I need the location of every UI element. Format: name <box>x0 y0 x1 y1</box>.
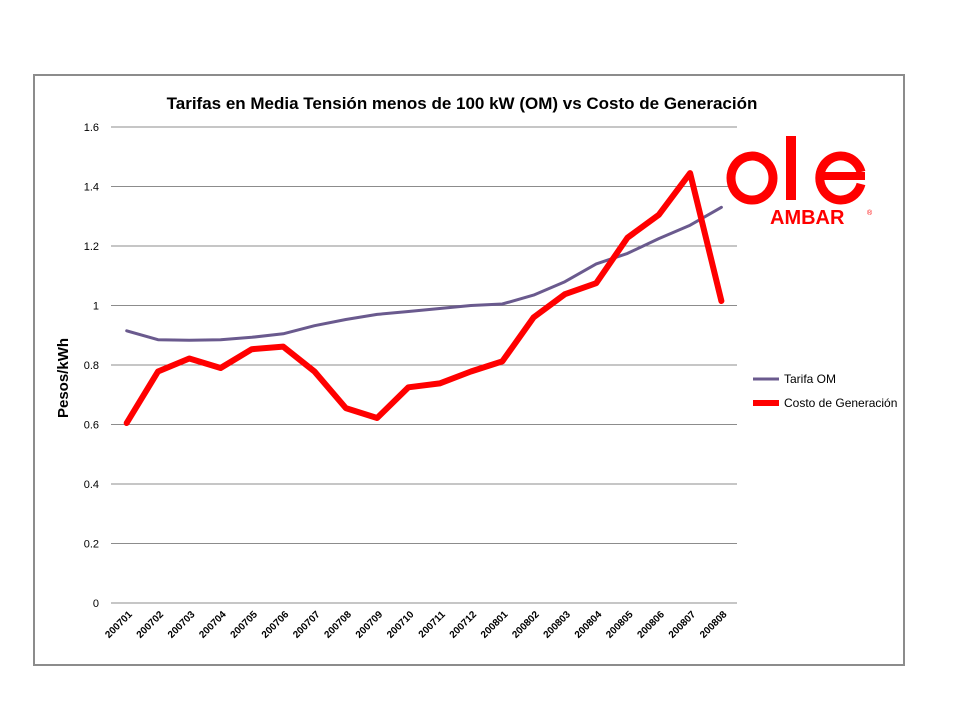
data-point <box>626 237 629 239</box>
data-point <box>689 224 691 226</box>
data-point <box>658 237 660 240</box>
x-tick-label: 200710 <box>385 609 417 641</box>
y-tick-label: 1.2 <box>84 241 99 253</box>
y-tick-label: 1.6 <box>84 122 99 134</box>
data-point <box>313 325 316 327</box>
x-tick-label: 200701 <box>103 609 135 641</box>
data-point <box>219 339 222 341</box>
data-point <box>658 214 660 216</box>
x-tick-label: 200807 <box>667 609 699 641</box>
data-point <box>376 417 378 419</box>
ambar-logo: AMBAR ® <box>726 136 873 229</box>
data-point <box>532 294 535 296</box>
data-point <box>407 386 409 388</box>
logo-text: AMBAR <box>770 207 845 229</box>
x-tick-label: 200801 <box>479 609 511 641</box>
data-point <box>470 370 472 373</box>
data-point <box>689 172 691 174</box>
y-tick-label: 0 <box>93 598 99 610</box>
chart-frame: Tarifas en Media Tensión menos de 100 kW… <box>33 74 905 666</box>
x-tick-label: 200711 <box>417 609 448 640</box>
chart-title: Tarifas en Media Tensión menos de 100 kW… <box>167 94 758 113</box>
data-point <box>439 382 441 385</box>
data-point <box>126 330 128 332</box>
data-point <box>564 293 566 295</box>
y-tick-label: 0.2 <box>84 539 99 551</box>
data-point <box>595 263 597 265</box>
data-point <box>595 282 597 284</box>
y-tick-label: 1.4 <box>84 182 99 194</box>
data-point <box>720 206 722 208</box>
x-tick-label: 200704 <box>197 609 229 641</box>
data-point <box>407 310 409 313</box>
x-tick-label: 200804 <box>573 609 605 641</box>
legend-label: Costo de Generación <box>784 396 897 410</box>
data-point <box>282 345 284 348</box>
x-tick-label: 200805 <box>604 609 636 641</box>
x-tick-label: 200707 <box>291 609 323 641</box>
legend-label: Tarifa OM <box>784 372 836 386</box>
data-point <box>219 367 222 369</box>
x-tick-label: 200712 <box>448 609 480 641</box>
data-point <box>157 370 159 373</box>
x-tick-label: 200706 <box>260 609 292 641</box>
data-point <box>626 252 629 255</box>
data-point <box>720 300 722 302</box>
data-point <box>188 357 190 360</box>
data-point <box>251 348 253 350</box>
data-point <box>439 307 441 310</box>
y-tick-label: 0.6 <box>84 420 99 432</box>
y-tick-label: 0.4 <box>84 479 99 491</box>
data-point <box>313 370 316 373</box>
data-point <box>126 422 128 424</box>
series-layer <box>123 170 725 426</box>
y-tick-labels: 0 0.2 0.4 0.6 0.8 1 1.2 1.4 1.6 <box>84 122 99 610</box>
data-point <box>470 304 472 307</box>
x-tick-label: 200702 <box>135 609 167 641</box>
x-tick-label: 200703 <box>166 609 198 641</box>
x-tick-label: 200708 <box>322 609 354 641</box>
x-tick-label: 200803 <box>542 609 574 641</box>
data-point <box>564 281 566 283</box>
x-tick-label: 200802 <box>510 609 542 641</box>
logo-registered-mark: ® <box>867 209 873 217</box>
data-point <box>282 333 284 335</box>
x-tick-label: 200705 <box>229 609 261 641</box>
x-tick-label: 200709 <box>354 609 386 641</box>
series-line-costo-generacion <box>123 170 725 426</box>
ae-logo-mark-icon <box>726 136 866 205</box>
legend: Tarifa OM Costo de Generación <box>753 372 897 410</box>
data-point <box>345 407 347 409</box>
x-tick-label: 200808 <box>698 609 730 641</box>
chart-svg: Tarifas en Media Tensión menos de 100 kW… <box>55 94 897 641</box>
x-tick-label: 200806 <box>635 609 667 641</box>
data-point <box>251 336 253 338</box>
data-point <box>188 339 190 341</box>
data-point <box>157 339 159 341</box>
y-tick-label: 1 <box>93 301 99 313</box>
x-tick-labels: 200701 200702 200703 200704 200705 200706 2007… <box>103 609 729 641</box>
data-point <box>345 318 347 321</box>
y-tick-label: 0.8 <box>84 360 99 372</box>
series-line-tarifa-om <box>125 205 723 342</box>
data-point <box>501 303 503 305</box>
y-axis-label: Pesos/kWh <box>55 338 72 418</box>
data-point <box>532 316 535 318</box>
data-point <box>376 313 378 316</box>
data-point <box>501 360 503 363</box>
